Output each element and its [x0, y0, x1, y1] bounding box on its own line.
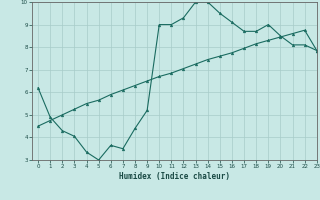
X-axis label: Humidex (Indice chaleur): Humidex (Indice chaleur) — [119, 172, 230, 181]
